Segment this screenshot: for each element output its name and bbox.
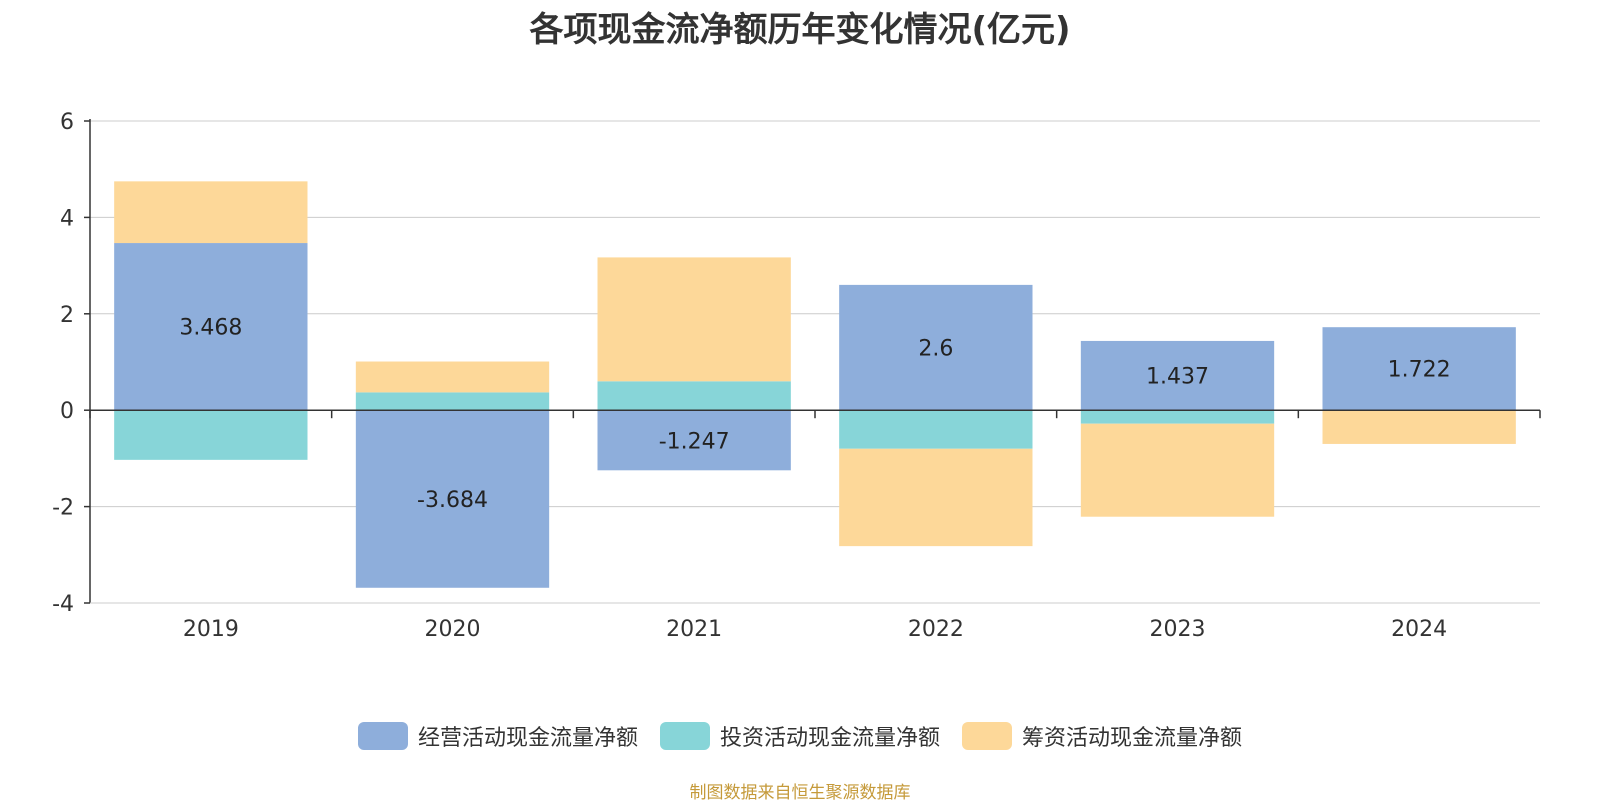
y-tick-label: -2 [52, 496, 74, 521]
bar-investing [355, 392, 550, 411]
legend: 经营活动现金流量净额 投资活动现金流量净额 筹资活动现金流量净额 [0, 720, 1600, 752]
bar-operating [114, 243, 308, 411]
data-source-note: 制图数据来自恒生聚源数据库 [689, 783, 911, 803]
bar-financing [1322, 410, 1516, 444]
legend-item-financing[interactable]: 筹资活动现金流量净额 [962, 720, 1242, 752]
y-tick-label: 2 [60, 303, 74, 328]
legend-swatch-financing [962, 722, 1012, 750]
bar-financing [597, 257, 791, 382]
legend-label-operating: 经营活动现金流量净额 [417, 726, 638, 751]
legend-item-investing[interactable]: 投资活动现金流量净额 [659, 720, 940, 752]
x-tick-label: 2019 [183, 617, 239, 642]
x-tick-label: 2021 [666, 617, 722, 642]
x-tick-label: 2022 [908, 617, 964, 642]
legend-item-operating[interactable]: 经营活动现金流量净额 [357, 720, 638, 752]
legend-swatch-investing [659, 722, 710, 750]
y-tick-label: 0 [60, 399, 74, 424]
y-tick-label: -4 [52, 592, 74, 617]
bar-investing [114, 410, 308, 460]
bar-operating [1322, 327, 1516, 411]
bar-operating [597, 410, 791, 471]
x-tick-label: 2024 [1391, 617, 1447, 642]
bar-investing [597, 381, 791, 411]
bar-operating [355, 410, 550, 588]
y-tick-label: 6 [60, 110, 74, 135]
bar-financing [839, 448, 1033, 547]
bar-operating [1080, 340, 1275, 411]
bar-investing [1080, 410, 1275, 424]
data-label: 2.6 [918, 337, 953, 362]
data-label: -1.247 [659, 429, 730, 454]
data-label: -3.684 [417, 488, 488, 513]
bar-financing [355, 361, 550, 393]
legend-swatch-operating [357, 722, 408, 750]
legend-label-financing: 筹资活动现金流量净额 [1022, 726, 1243, 751]
data-label: 1.437 [1146, 365, 1209, 390]
data-label: 1.722 [1388, 358, 1451, 383]
x-tick-label: 2020 [425, 617, 481, 642]
legend-label-investing: 投资活动现金流量净额 [719, 726, 940, 751]
x-tick-label: 2023 [1150, 617, 1206, 642]
chart-title: 各项现金流净额历年变化情况(亿元) [529, 10, 1071, 50]
bar-financing [114, 181, 308, 244]
bar-operating [839, 284, 1033, 411]
bar-financing [1080, 423, 1275, 517]
data-label: 3.468 [179, 316, 242, 341]
bar-investing [839, 410, 1033, 449]
y-tick-label: 4 [60, 206, 74, 231]
